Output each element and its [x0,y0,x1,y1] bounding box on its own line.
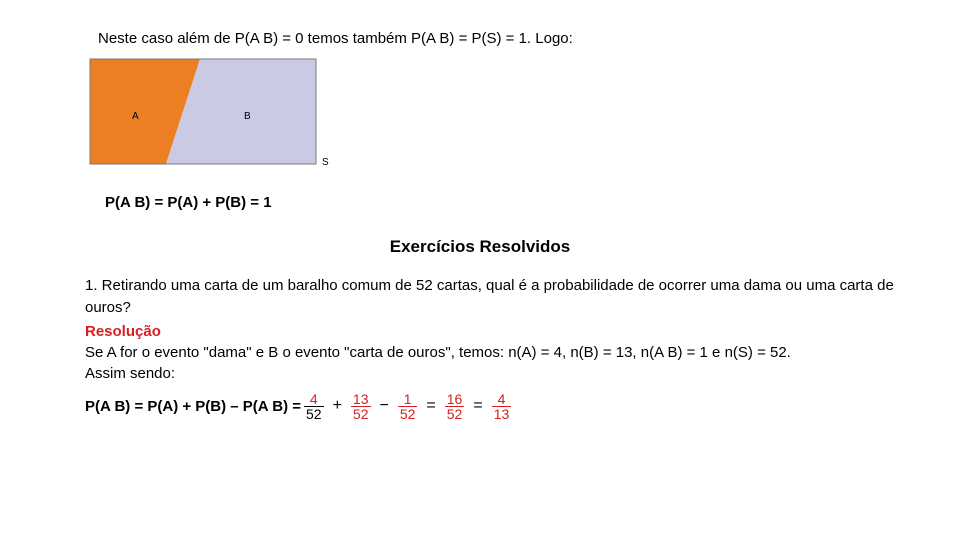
operator: + [333,397,342,414]
solution-line-1: Se A for o evento "dama" e B o evento "c… [85,342,910,363]
resolution-label: Resolução [85,323,960,340]
operator: − [380,397,389,414]
equation-fractions: 452 +1352−152 = 1652 = 413 [301,392,514,421]
fraction: 452 [304,392,324,421]
solution-line-2: Assim sendo: [85,365,960,382]
svg-text:S: S [322,157,329,168]
solution-equation: P(A B) = P(A) + P(B) – P(A B) = 452 +1352… [85,392,960,421]
operator: = [426,397,435,414]
section-heading: Exercícios Resolvidos [0,237,960,257]
question-1: 1. Retirando uma carta de um baralho com… [85,275,910,319]
venn-diagram: A B S [88,57,960,180]
svg-text:A: A [132,111,139,122]
fraction: 1352 [351,392,371,421]
operator: = [473,397,482,414]
union-equation: P(A B) = P(A) + P(B) = 1 [105,194,960,211]
equation-lhs: P(A B) = P(A) + P(B) – P(A B) = [85,398,301,415]
intro-paragraph: Neste caso além de P(A B) = 0 temos tamb… [98,30,960,47]
fraction: 1652 [445,392,465,421]
svg-text:B: B [244,111,251,122]
fraction: 152 [398,392,418,421]
fraction: 413 [492,392,512,421]
